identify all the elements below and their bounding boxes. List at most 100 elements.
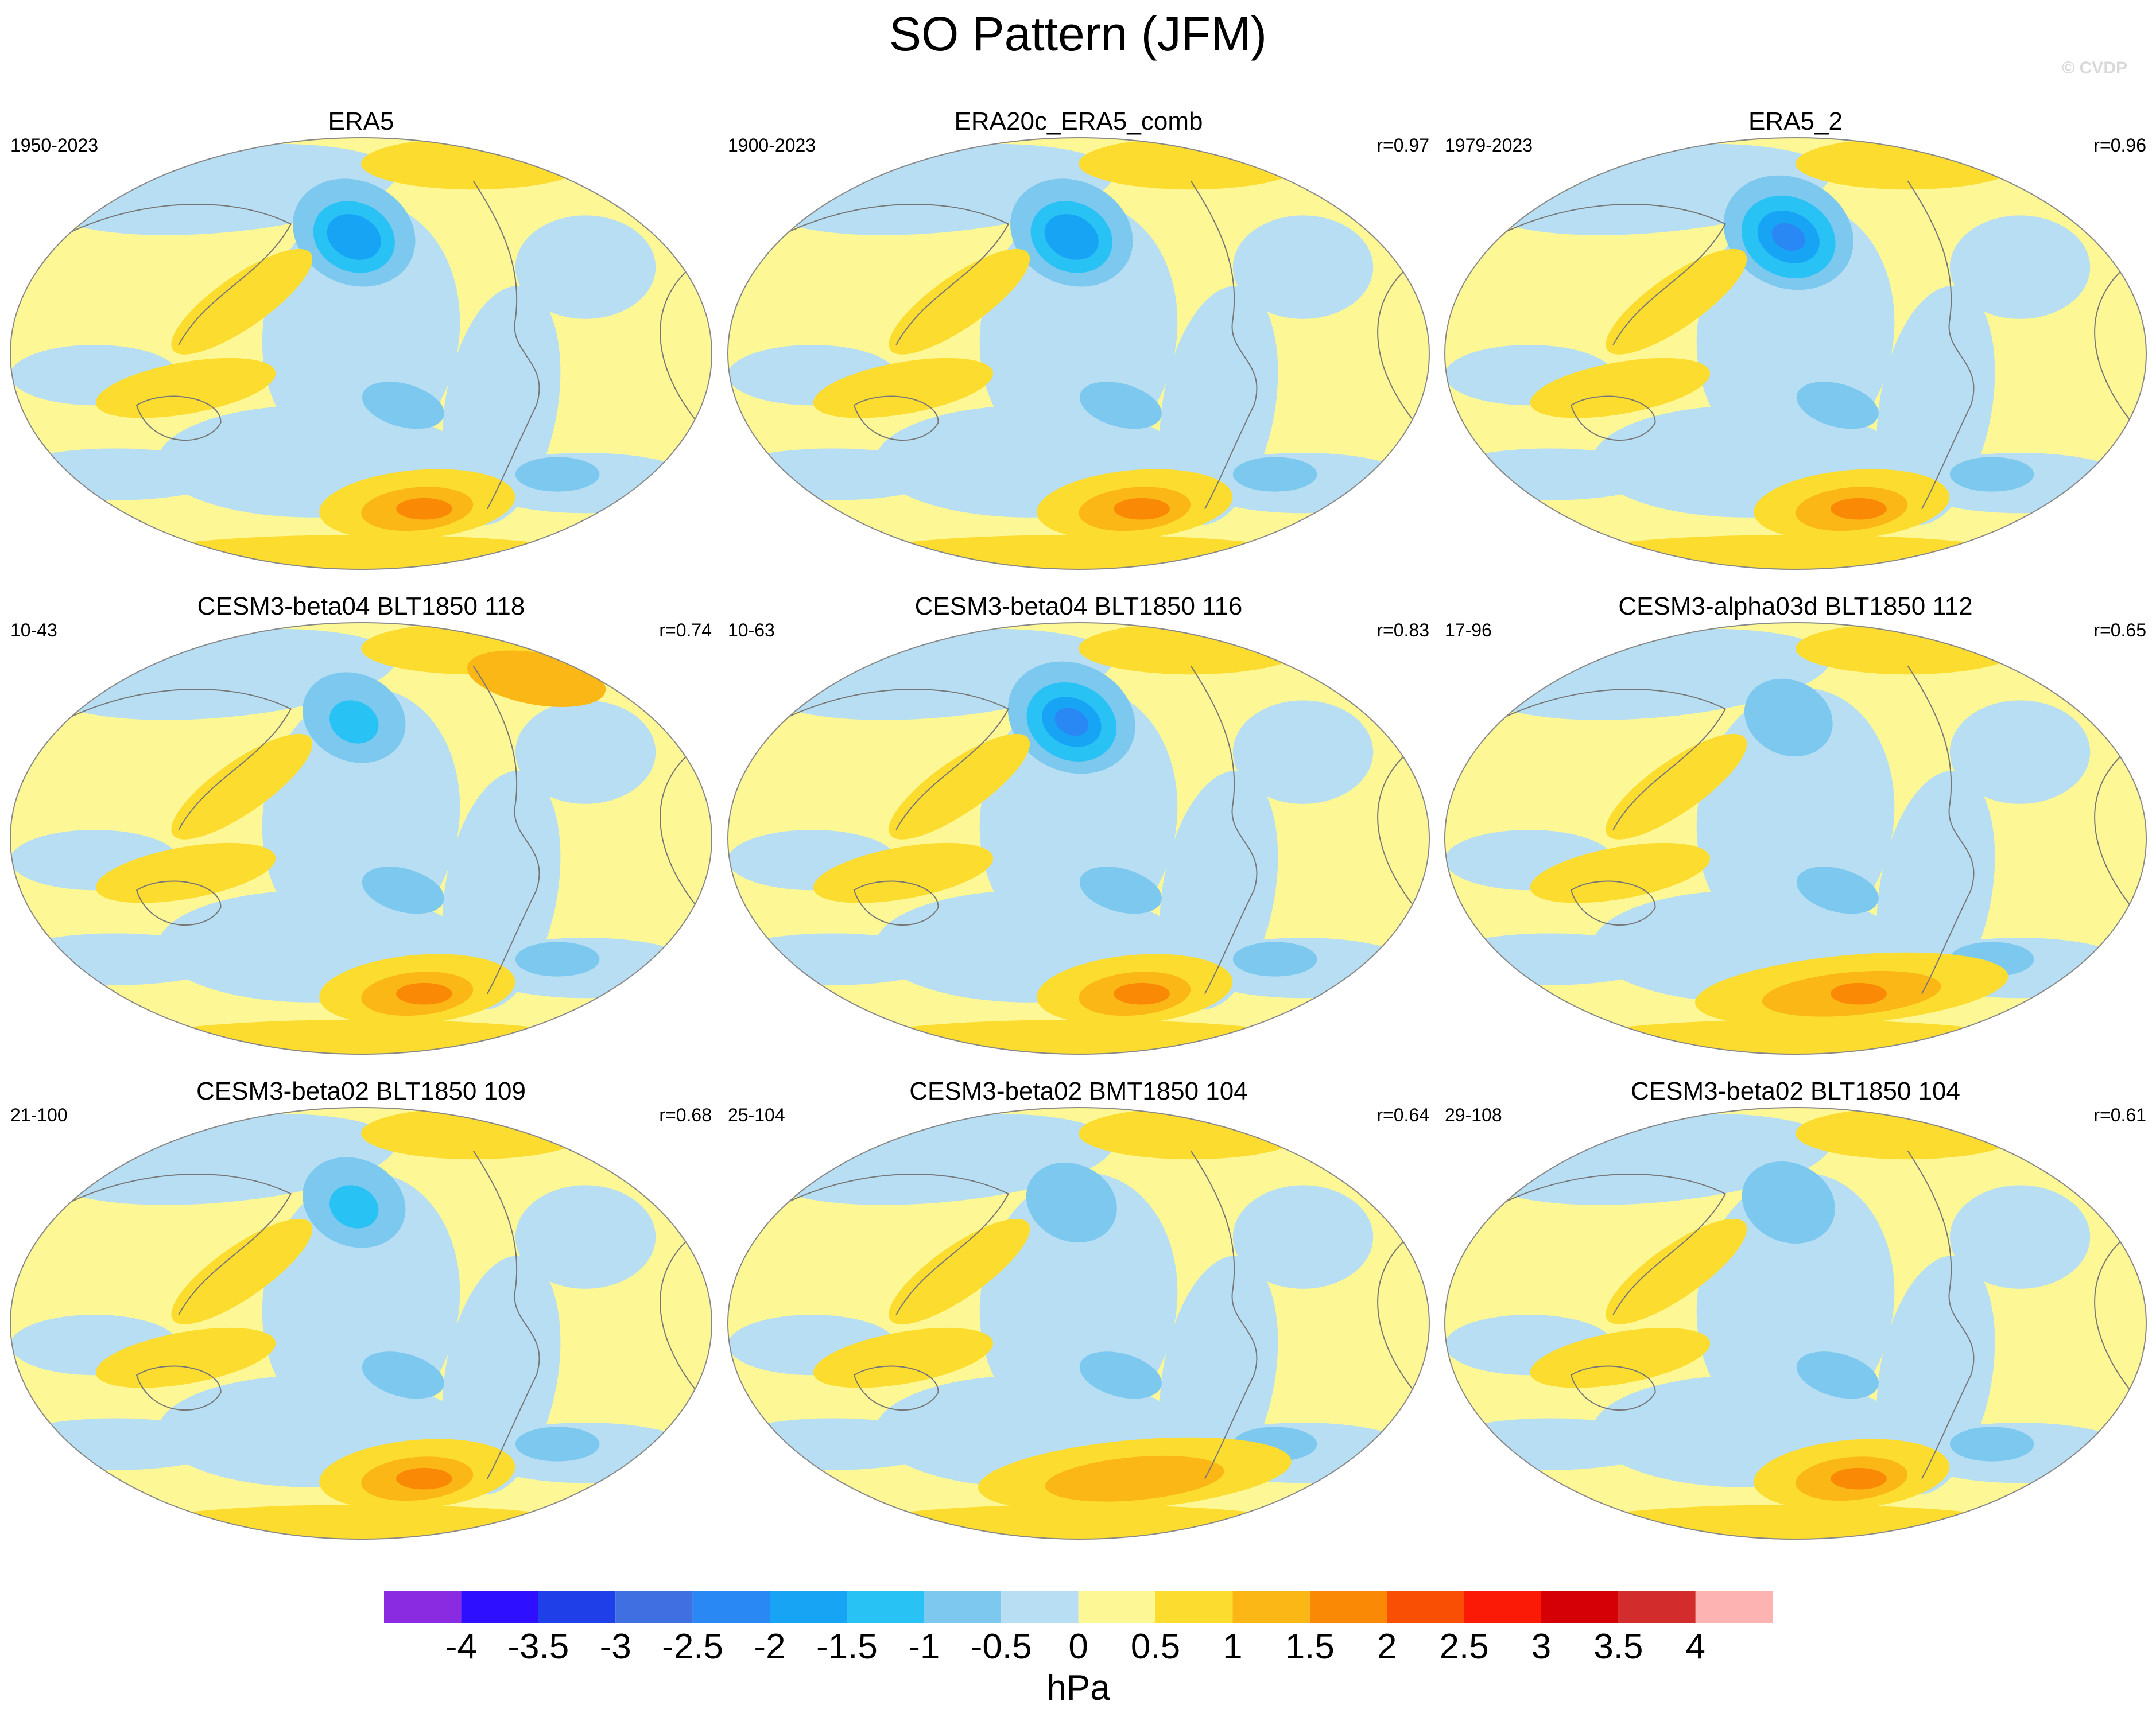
north-pacific-low (1742, 1161, 1835, 1244)
south-pacific-low (1079, 382, 1162, 429)
colorbar-swatch (1001, 1591, 1079, 1623)
positive-anomaly-region (1606, 248, 1747, 355)
colorbar-unit: hPa (1046, 1668, 1110, 1708)
map-border (1444, 622, 2147, 1055)
map-field (1445, 138, 2146, 569)
southern-ocean-high (1114, 498, 1170, 520)
colorbar-swatch (1464, 1591, 1541, 1623)
north-pacific-low (327, 214, 381, 260)
coastline-australia (853, 1365, 939, 1411)
map-border (1444, 1107, 2147, 1540)
colorbar-swatch (1695, 1591, 1773, 1623)
negative-anomaly-region (10, 1418, 228, 1470)
colorbar-tick-label: -1 (908, 1627, 940, 1666)
south-pacific-low (362, 867, 444, 914)
south-pacific-low (362, 382, 444, 429)
figure-title: SO Pattern (JFM) (889, 7, 1267, 61)
southern-ocean-high (1831, 498, 1887, 520)
colorbar-tick-label: 3 (1531, 1627, 1551, 1666)
watermark: © CVDP (2062, 59, 2127, 77)
map-border (727, 622, 1430, 1055)
panel-period: 29-108 (1445, 1105, 1502, 1125)
negative-anomaly-region (1445, 448, 1662, 500)
antarctic-high (833, 1019, 1324, 1054)
colorbar: -4 -3.5 -3 -2.5 -2 -1.5 -1 -0.5 0 0.5 1 1.5 2 2.5 3 3.5… (384, 1591, 1773, 1708)
coastline-africa (1377, 266, 1423, 432)
coastline-africa (660, 751, 705, 917)
coastline-asia (1479, 1174, 1727, 1315)
antarctic-high (115, 1019, 607, 1054)
coastline-africa (2094, 1236, 2140, 1402)
colorbar-tick-label: 4 (1686, 1627, 1705, 1666)
coastline-asia (1479, 689, 1727, 830)
map-panel: CESM3-beta04 BLT1850 118 10-43 r=0.74 (10, 592, 712, 1055)
south-pacific-low (1796, 1351, 1879, 1399)
antarctic-high (1550, 534, 2041, 569)
colorbar-tick-label: -3 (600, 1627, 631, 1666)
map-border (10, 137, 712, 570)
panel-correlation: r=0.97 (1376, 135, 1429, 156)
panel-correlation: r=0.61 (2093, 1105, 2146, 1125)
negative-anomaly-region (1949, 215, 2091, 319)
colorbar-swatch (1387, 1591, 1464, 1623)
southern-ocean-high (396, 1467, 452, 1490)
colorbar-swatch (1618, 1591, 1696, 1623)
map-field (1445, 623, 2146, 1054)
negative-anomaly-region (10, 448, 228, 500)
panel-grid: ERA5 1950-2023 ERA20c_ERA5_comb 1900-2023 r=… (10, 107, 2147, 1540)
negative-anomaly-region (1232, 1185, 1374, 1289)
map-panel: CESM3-beta02 BMT1850 104 25-104 r=0.64 (727, 1077, 1430, 1540)
north-pacific-low (1044, 214, 1099, 260)
map-panel: ERA20c_ERA5_comb 1900-2023 r=0.97 (727, 107, 1430, 570)
map-panel: ERA5_2 1979-2023 r=0.96 (1444, 107, 2147, 570)
southern-ocean-high (1831, 982, 1887, 1005)
panel-period: 25-104 (728, 1105, 785, 1125)
colorbar-swatch (615, 1591, 693, 1623)
southern-ocean-high (396, 982, 452, 1005)
south-pacific-low (362, 1351, 444, 1399)
coastline-americas (1907, 180, 1975, 510)
panel-correlation: r=0.96 (2093, 135, 2146, 156)
panel-title: CESM3-beta02 BMT1850 104 (909, 1077, 1247, 1105)
panel-title: CESM3-beta04 BLT1850 116 (915, 592, 1243, 620)
map-border (1444, 137, 2147, 570)
south-pacific-low (1079, 867, 1162, 914)
coastline-australia (1570, 1365, 1656, 1411)
coastline-americas (1907, 1150, 1975, 1479)
positive-anomaly-region (171, 248, 313, 355)
colorbar-tick-label: 2.5 (1439, 1627, 1488, 1666)
map-border (10, 622, 712, 1055)
panel-title: ERA5_2 (1748, 107, 1843, 135)
map-panel: CESM3-alpha03d BLT1850 112 17-96 r=0.65 (1444, 592, 2147, 1055)
coastline-australia (853, 395, 939, 441)
antarctic-high (115, 1504, 607, 1539)
positive-anomaly-region (1606, 733, 1747, 840)
negative-anomaly-region (1949, 700, 2091, 804)
panel-period: 1950-2023 (10, 135, 98, 156)
coastline-africa (2094, 751, 2140, 917)
colorbar-swatch (461, 1591, 538, 1623)
colorbar-tick-label: -3.5 (507, 1627, 569, 1666)
negative-anomaly-region (728, 933, 945, 985)
north-pacific-low (329, 1185, 379, 1229)
southern-ocean-high (396, 498, 452, 520)
map-panel: ERA5 1950-2023 (10, 107, 712, 570)
map-field (728, 623, 1429, 1054)
coastline-asia (45, 689, 292, 830)
panel-title: ERA20c_ERA5_comb (955, 107, 1203, 135)
map-field (10, 623, 712, 1054)
positive-anomaly-region (171, 733, 313, 840)
map-field (10, 1108, 712, 1539)
coastline-australia (135, 1365, 222, 1411)
panel-title: CESM3-alpha03d BLT1850 112 (1618, 592, 1972, 620)
coastline-africa (660, 1236, 705, 1402)
south-atlantic-low (515, 1427, 600, 1462)
colorbar-tick-label: 0 (1068, 1627, 1088, 1666)
panel-period: 21-100 (10, 1105, 68, 1125)
antarctic-high (833, 1504, 1324, 1539)
panel-period: 10-43 (10, 620, 57, 640)
negative-anomaly-region (728, 448, 945, 500)
colorbar-swatch (924, 1591, 1002, 1623)
colorbar-swatch (1078, 1591, 1155, 1623)
